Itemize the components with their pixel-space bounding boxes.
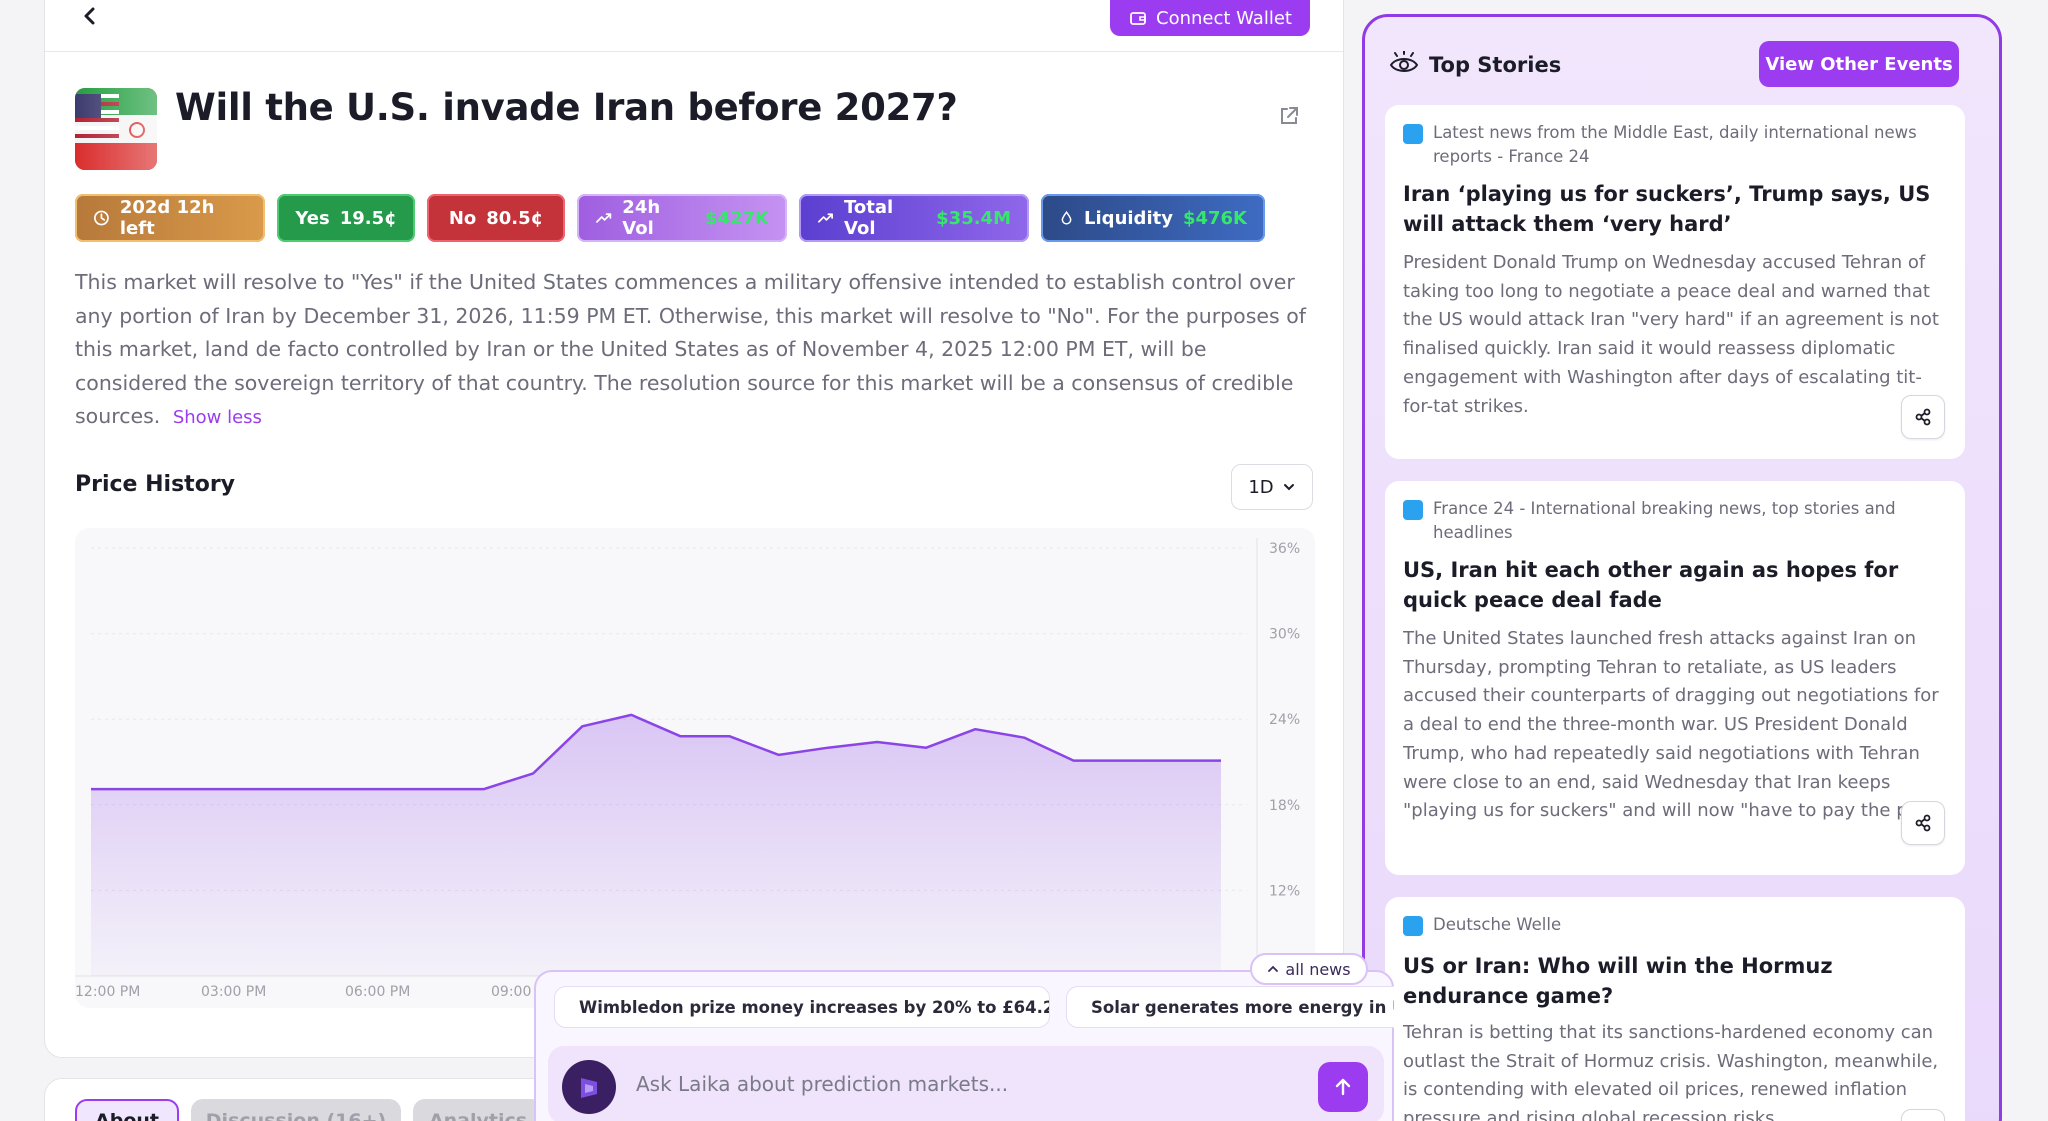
price-chart-svg: 36% 30% 24% 18% 12% 12:00 PM 03:00 PM 06:00 PM 0…: [75, 538, 1300, 1008]
back-button[interactable]: [75, 2, 105, 32]
liquidity-badge: Liquidity $476K: [1041, 194, 1265, 242]
no-price-button[interactable]: No 80.5¢: [427, 194, 565, 242]
market-description: This market will resolve to "Yes" if the…: [75, 266, 1325, 435]
story-headline: US, Iran hit each other again as hopes f…: [1403, 558, 1899, 612]
external-link-button[interactable]: [1277, 104, 1301, 128]
top-stories-title: Top Stories: [1429, 53, 1562, 77]
connect-wallet-button[interactable]: Connect Wallet: [1110, 0, 1310, 36]
chevron-up-icon: [1268, 965, 1279, 972]
news-chip-label: Solar generates more energy in US: [1091, 997, 1394, 1017]
story-source-text: Latest news from the Middle East, daily …: [1433, 123, 1917, 166]
volume-24h-badge: 24h Vol $427K: [577, 194, 787, 242]
total-volume-label: Total Vol: [844, 197, 894, 239]
share-button[interactable]: [1901, 801, 1945, 845]
chart-x-tick-label: 03:00 PM: [201, 984, 266, 1000]
share-button[interactable]: [1901, 1109, 1945, 1121]
chat-widget: Wimbledon prize money increases by 20% t…: [534, 970, 1394, 1121]
yes-price: 19.5¢: [339, 207, 397, 229]
story-source: Deutsche Welle: [1403, 913, 1923, 937]
market-card: Connect Wallet: [44, 0, 1344, 1058]
all-news-label: all news: [1285, 959, 1351, 979]
market-flag-image: [75, 88, 157, 170]
share-button[interactable]: [1901, 395, 1945, 439]
liquidity-value: $476K: [1182, 207, 1247, 229]
price-history-title: Price History: [75, 472, 236, 497]
time-left-badge: 202d 12h left: [75, 194, 265, 242]
chart-x-tick-label: 09:00: [491, 984, 531, 1000]
droplet-icon: [1061, 210, 1072, 225]
news-source-icon: [1403, 916, 1423, 936]
description-text: This market will resolve to "Yes" if the…: [75, 270, 1306, 428]
story-body: The United States launched fresh attacks…: [1403, 628, 1939, 822]
news-chip[interactable]: Wimbledon prize money increases by 20% t…: [554, 986, 1050, 1028]
news-chip[interactable]: Solar generates more energy in US: [1066, 986, 1394, 1028]
wallet-icon: [1130, 12, 1146, 25]
connect-wallet-label: Connect Wallet: [1156, 7, 1292, 29]
chart-y-tick-label: 36%: [1269, 541, 1300, 557]
eye-icon: [1389, 51, 1419, 72]
chat-input[interactable]: [636, 1064, 1296, 1104]
time-left-value: 202d 12h left: [119, 197, 215, 239]
total-volume-badge: Total Vol $35.4M: [799, 194, 1029, 242]
story-body: President Donald Trump on Wednesday accu…: [1403, 252, 1939, 417]
chart-y-tick-label: 18%: [1269, 798, 1300, 814]
all-news-button[interactable]: all news: [1250, 953, 1368, 985]
clock-icon: [94, 210, 109, 226]
tab-analytics[interactable]: Analytics: [413, 1099, 543, 1121]
story-card[interactable]: Deutsche Welle US or Iran: Who will win …: [1385, 897, 1965, 1121]
yes-label: Yes: [295, 207, 330, 229]
chart-y-tick-label: 24%: [1269, 712, 1300, 728]
story-headline: Iran ‘playing us for suckers’, Trump say…: [1403, 182, 1931, 236]
external-link-icon: [1281, 107, 1298, 124]
no-label: No: [448, 207, 477, 229]
price-chart: 36% 30% 24% 18% 12% 12:00 PM 03:00 PM 06:00 PM 0…: [75, 528, 1315, 1008]
arrow-up-icon: [1335, 1078, 1351, 1096]
yes-price-button[interactable]: Yes 19.5¢: [277, 194, 415, 242]
trending-up-icon: [596, 213, 612, 223]
range-value: 1D: [1248, 476, 1274, 498]
chart-area-fill: [91, 714, 1221, 976]
laika-avatar: [562, 1060, 616, 1114]
liquidity-label: Liquidity: [1084, 207, 1173, 229]
laika-logo-icon: [581, 1078, 597, 1098]
share-icon: [1915, 408, 1931, 426]
story-card[interactable]: Latest news from the Middle East, daily …: [1385, 105, 1965, 459]
market-title: Will the U.S. invade Iran before 2027?: [175, 86, 958, 129]
chart-x-tick-label: 06:00 PM: [345, 984, 410, 1000]
top-stories-panel: Top Stories View Other Events Latest new…: [1362, 14, 2002, 1121]
chevron-down-icon: [1283, 484, 1294, 491]
no-price: 80.5¢: [486, 207, 544, 229]
show-less-link[interactable]: Show less: [172, 407, 262, 428]
tab-discussion[interactable]: Discussion (16+): [191, 1099, 401, 1121]
story-source-text: Deutsche Welle: [1433, 915, 1562, 934]
send-button[interactable]: [1318, 1062, 1368, 1112]
view-other-events-button[interactable]: View Other Events: [1759, 41, 1959, 87]
chart-y-tick-label: 12%: [1269, 883, 1300, 899]
range-select[interactable]: 1D: [1231, 464, 1313, 510]
story-card[interactable]: France 24 - International breaking news,…: [1385, 481, 1965, 875]
chart-x-tick-label: 12:00 PM: [75, 984, 140, 1000]
volume-24h-label: 24h Vol: [622, 197, 661, 239]
story-headline: US or Iran: Who will win the Hormuz endu…: [1403, 954, 1833, 1008]
share-icon: [1915, 814, 1931, 832]
trending-up-icon: [818, 213, 833, 223]
tab-about[interactable]: About: [75, 1099, 179, 1121]
news-source-icon: [1403, 124, 1423, 144]
story-body: Tehran is betting that its sanctions-har…: [1403, 1022, 1939, 1121]
chart-series-line: [91, 713, 1221, 791]
story-source: Latest news from the Middle East, daily …: [1403, 121, 1923, 169]
market-stats: 202d 12h left Yes 19.5¢ No 80.5¢ 24h Vol…: [75, 194, 1265, 242]
story-source: France 24 - International breaking news,…: [1403, 497, 1923, 545]
top-bar: Connect Wallet: [45, 0, 1343, 52]
chevron-left-icon: [84, 7, 95, 25]
news-chip-label: Wimbledon prize money increases by 20% t…: [579, 997, 1050, 1017]
volume-24h-value: $427K: [704, 207, 769, 229]
chart-y-tick-label: 30%: [1269, 627, 1300, 643]
news-source-icon: [1403, 500, 1423, 520]
total-volume-value: $35.4M: [936, 207, 1011, 229]
chat-input-bar: [548, 1046, 1384, 1121]
story-source-text: France 24 - International breaking news,…: [1433, 499, 1896, 542]
